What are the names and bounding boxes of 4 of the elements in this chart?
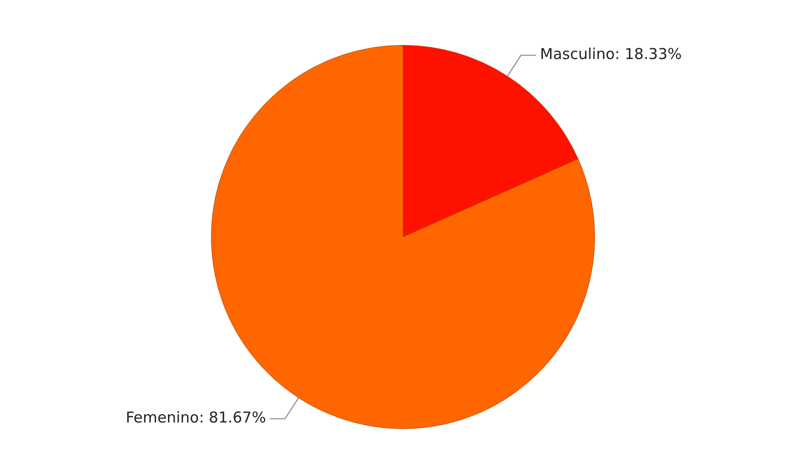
data-label: : 18.33% xyxy=(614,45,682,64)
slice-label: Femenino xyxy=(126,408,199,427)
data-label: : 81.67% xyxy=(198,408,266,427)
slice-label: Masculino xyxy=(540,45,615,64)
